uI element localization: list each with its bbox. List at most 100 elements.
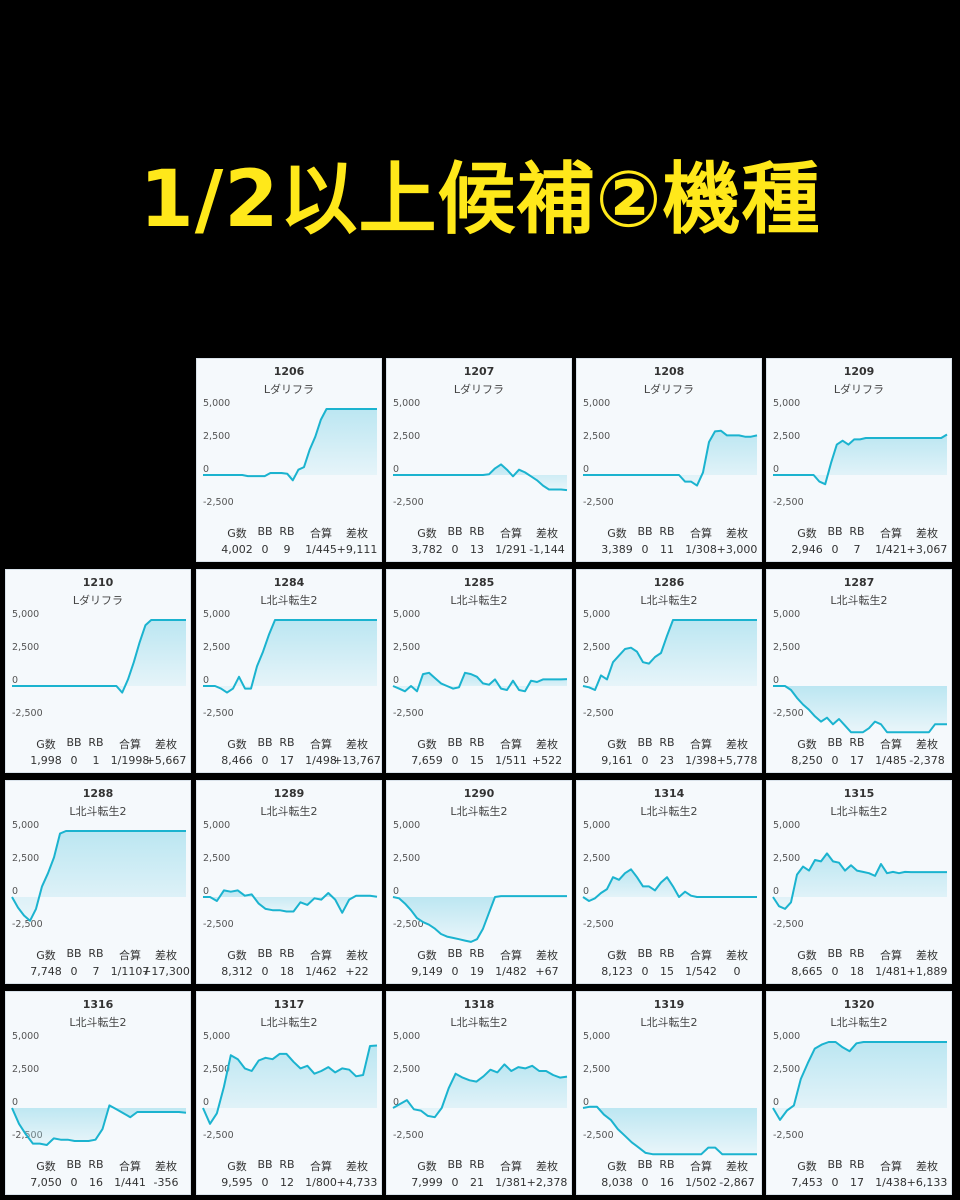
difference-chart: 5,000 2,500 0 -2,500	[392, 1031, 568, 1141]
y-tick-label: 2,500	[773, 431, 800, 442]
stat-value-bb: 0	[641, 543, 649, 556]
area-fill	[203, 890, 377, 913]
stat-value-diff: +3,000	[716, 543, 758, 556]
y-tick-label: -2,500	[583, 1130, 614, 1141]
stat-value-bb: 0	[261, 965, 269, 978]
stat-value-games: 7,748	[30, 965, 62, 978]
stat-header: BB	[447, 1158, 463, 1171]
stat-header: 差枚	[726, 949, 748, 962]
stat-header: 差枚	[726, 738, 748, 751]
series-line	[392, 1063, 568, 1119]
difference-chart: 5,000 2,500 0 -2,500	[202, 1031, 378, 1141]
stats-table: G数 BB RB 合算 差枚 3,389 0 11 1/308 +3,000	[577, 525, 763, 561]
chart-card: 1289 L北斗転生2 5,000 2,500 0 -2,500 G数 BB RB 合算 差枚 8,3…	[196, 780, 382, 984]
stat-header: RB	[849, 947, 865, 960]
y-tick-label: -2,500	[773, 1130, 804, 1141]
area-fill	[203, 409, 377, 481]
series-line	[772, 852, 947, 910]
y-tick-label: -2,500	[203, 919, 234, 930]
stat-value-games: 8,665	[791, 965, 823, 978]
stats-table: G数 BB RB 合算 差枚 8,250 0 17 1/485 -2,378	[767, 736, 953, 772]
stat-header: G数	[417, 949, 437, 962]
stat-header: G数	[417, 527, 437, 540]
difference-chart: 5,000 2,500 0 -2,500	[203, 398, 377, 508]
difference-chart: 5,000 2,500 0 -2,500	[772, 1031, 947, 1141]
difference-chart: 5,000 2,500 0 -2,500	[392, 820, 567, 943]
machine-name: L北斗転生2	[640, 805, 698, 818]
stat-value-rb: 13	[470, 543, 484, 556]
stat-value-combined: 1/482	[495, 965, 527, 978]
machine-number: 1210	[82, 576, 114, 589]
stat-header: G数	[227, 738, 247, 751]
y-tick-label: -2,500	[393, 1130, 424, 1141]
stat-header: BB	[827, 525, 843, 538]
chart-card: 1286 L北斗転生2 5,000 2,500 0 -2,500 G数 BB RB 合算 差枚 9,1…	[576, 569, 762, 773]
series-line	[392, 895, 567, 943]
series-line	[773, 685, 947, 734]
y-tick-label: 2,500	[203, 1064, 230, 1075]
area-fill	[583, 430, 757, 486]
stat-header: 差枚	[916, 738, 938, 751]
stat-value-combined: 1/511	[495, 754, 527, 767]
stats-table: G数 BB RB 合算 差枚 8,123 0 15 1/542 0	[577, 947, 763, 983]
stat-header: BB	[257, 947, 273, 960]
series-line	[11, 830, 186, 922]
area-fill	[773, 1042, 947, 1120]
machine-name: L北斗転生2	[830, 805, 888, 818]
stat-value-bb: 0	[451, 965, 459, 978]
stat-header: 差枚	[916, 1160, 938, 1173]
y-tick-label: -2,500	[583, 919, 614, 930]
chart-card: 1207 Lダリフラ 5,000 2,500 0 -2,500 G数 BB RB 合算 差枚 3,78…	[386, 358, 572, 562]
chart-card: 1320 L北斗転生2 5,000 2,500 0 -2,500 G数 BB RB 合算 差枚 7,4…	[766, 991, 952, 1195]
chart-card: 1287 L北斗転生2 5,000 2,500 0 -2,500 G数 BB RB 合算 差枚 8,2…	[766, 569, 952, 773]
machine-name: L北斗転生2	[450, 594, 508, 607]
stat-value-games: 7,999	[411, 1176, 443, 1189]
stat-value-rb: 17	[850, 1176, 864, 1189]
stats-table: G数 BB RB 合算 差枚 1,998 0 1 1/1998 +5,667	[6, 736, 192, 772]
stat-value-games: 9,161	[601, 754, 633, 767]
difference-chart: 5,000 2,500 0 -2,500	[11, 820, 186, 930]
y-tick-label: 0	[583, 675, 589, 686]
stat-value-combined: 1/481	[875, 965, 907, 978]
difference-chart: 5,000 2,500 0 -2,500	[772, 820, 947, 930]
y-tick-label: 2,500	[12, 853, 39, 864]
stat-value-combined: 1/291	[495, 543, 527, 556]
stat-value-diff: +13,767	[333, 754, 381, 767]
y-tick-label: -2,500	[773, 497, 804, 508]
y-tick-label: 5,000	[12, 609, 39, 620]
series-line	[583, 429, 758, 487]
stat-value-rb: 7	[92, 965, 100, 978]
stat-header: 合算	[500, 1160, 522, 1173]
stat-value-diff: +22	[345, 965, 369, 978]
stat-header: 差枚	[155, 1160, 177, 1173]
stat-value-combined: 1/381	[495, 1176, 527, 1189]
stat-value-rb: 23	[660, 754, 674, 767]
y-tick-label: 0	[773, 675, 779, 686]
stat-value-combined: 1/502	[685, 1176, 717, 1189]
stat-value-combined: 1/308	[685, 543, 717, 556]
chart-card: 1288 L北斗転生2 5,000 2,500 0 -2,500 G数 BB RB 合算 差枚 7,7…	[5, 780, 191, 984]
stat-value-games: 3,389	[601, 543, 633, 556]
stat-value-rb: 19	[470, 965, 484, 978]
stat-value-bb: 0	[641, 1176, 649, 1189]
stat-value-diff: +5,778	[716, 754, 758, 767]
stat-value-diff: +17,300	[142, 965, 190, 978]
y-tick-label: 0	[583, 1097, 589, 1108]
stat-value-rb: 18	[850, 965, 864, 978]
stat-header: 合算	[690, 949, 712, 962]
machine-name: L北斗転生2	[450, 805, 508, 818]
machine-number: 1289	[273, 787, 305, 800]
stat-value-combined: 1/441	[114, 1176, 146, 1189]
y-tick-label: -2,500	[773, 708, 804, 719]
stat-value-diff: 0	[733, 965, 741, 978]
y-tick-label: 5,000	[393, 1031, 420, 1042]
stats-table: G数 BB RB 合算 差枚 9,161 0 23 1/398 +5,778	[577, 736, 763, 772]
y-tick-label: 5,000	[203, 609, 230, 620]
stat-value-bb: 0	[451, 543, 459, 556]
stats-table: G数 BB RB 合算 差枚 7,659 0 15 1/511 +522	[387, 736, 573, 772]
difference-chart: 5,000 2,500 0 -2,500	[773, 398, 948, 508]
stat-header: 差枚	[346, 949, 368, 962]
stat-value-rb: 15	[660, 965, 674, 978]
stat-header: RB	[88, 1158, 104, 1171]
stat-header: RB	[659, 525, 675, 538]
